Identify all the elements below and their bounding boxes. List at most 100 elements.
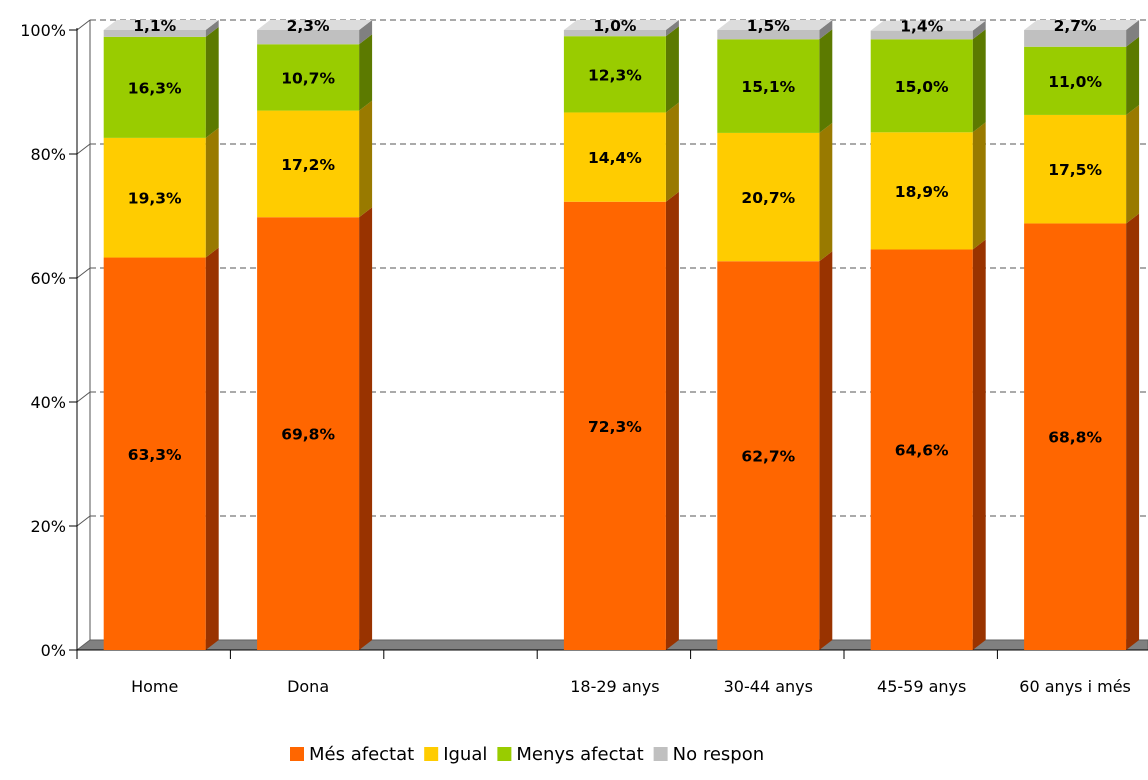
bar-segment-side xyxy=(972,29,986,133)
legend-swatch xyxy=(424,747,439,761)
legend-swatch xyxy=(497,747,512,761)
data-label: 11,0% xyxy=(1048,73,1102,91)
category-label: 18-29 anys xyxy=(570,677,659,696)
data-label: 1,5% xyxy=(747,17,790,35)
bar-segment xyxy=(870,39,973,133)
gridline-diagonal xyxy=(76,391,91,403)
bar-segment-side xyxy=(1126,20,1140,47)
legend: Més afectat Igual Menys afectat No respon xyxy=(290,744,764,765)
bar-segment xyxy=(103,257,206,650)
bar-segment-side xyxy=(819,20,833,40)
bar-segment-side xyxy=(972,122,986,250)
bar-segment xyxy=(1024,30,1127,47)
bar-top xyxy=(870,20,986,31)
data-label: 1,0% xyxy=(593,17,636,35)
data-label: 20,7% xyxy=(741,189,795,207)
bar-segment xyxy=(257,110,360,218)
bar-top xyxy=(717,20,833,30)
bar-segment-side xyxy=(205,26,219,138)
legend-entry: Menys afectat xyxy=(516,744,643,765)
bar-top xyxy=(103,20,219,30)
gridline-diagonal xyxy=(76,267,91,279)
bar-segment xyxy=(1024,46,1127,115)
bar-segment xyxy=(257,44,360,111)
data-label: 14,4% xyxy=(588,149,642,167)
data-label: 10,7% xyxy=(281,69,335,87)
bar-segment-side xyxy=(972,20,986,40)
bar-segment xyxy=(257,217,360,651)
bar-segment xyxy=(1024,114,1127,224)
y-tick-label: 20% xyxy=(30,517,66,536)
data-label: 19,3% xyxy=(128,190,182,208)
data-label: 69,8% xyxy=(281,426,335,444)
gridline-diagonal xyxy=(76,143,91,155)
legend-entry: Més afectat xyxy=(309,744,414,765)
legend-swatch xyxy=(653,747,668,761)
data-label: 2,3% xyxy=(287,17,330,35)
legend-swatch xyxy=(290,747,304,761)
data-label: 15,1% xyxy=(741,78,795,96)
category-label: Dona xyxy=(287,677,329,696)
bar-segment xyxy=(870,132,973,250)
y-tick-label: 40% xyxy=(30,393,66,412)
bar-segment xyxy=(870,30,973,40)
data-label: 12,3% xyxy=(588,66,642,84)
bar-top xyxy=(257,20,373,30)
bar-segment xyxy=(717,30,820,40)
data-label: 64,6% xyxy=(895,442,949,460)
category-label: 45-59 anys xyxy=(877,677,966,696)
bar-segment-side xyxy=(205,20,219,37)
bar-segment-side xyxy=(1126,36,1140,115)
data-label: 62,7% xyxy=(741,448,795,466)
bar-segment-side xyxy=(1126,213,1140,650)
bar-segment xyxy=(870,249,973,651)
category-labels: Home Dona 18-29 anys 30-44 anys 45-59 anys 60… xyxy=(131,677,1131,696)
y-tick-label: 100% xyxy=(20,21,66,40)
bar-segment xyxy=(257,30,360,45)
bar-segment xyxy=(717,261,820,650)
bar-segment xyxy=(103,30,206,37)
bar-top xyxy=(1024,20,1140,30)
bar-segment-side xyxy=(665,20,679,37)
data-label: 63,3% xyxy=(128,446,182,464)
gridline-diagonal xyxy=(76,19,91,31)
data-label: 1,4% xyxy=(900,18,943,36)
bar-segment-side xyxy=(972,239,986,651)
bar-top xyxy=(563,20,679,30)
bar-segment xyxy=(1024,223,1127,650)
bar-segment-side xyxy=(205,247,219,651)
data-label: 68,8% xyxy=(1048,429,1102,447)
category-label: 60 anys i més xyxy=(1019,677,1131,696)
data-labels: 63,3% 19,3% 16,3% 1,1% 69,8% 17,2% 10,7% 2,3% 72… xyxy=(128,17,1103,466)
bar-segment-side xyxy=(665,102,679,202)
bar-segment-side xyxy=(205,127,219,258)
bar-segment-side xyxy=(1126,104,1140,224)
category-label: 30-44 anys xyxy=(724,677,813,696)
axes: 0% 20% 40% 60% 80% 100% xyxy=(20,20,1148,660)
bar-segment xyxy=(563,36,666,113)
gridline-diagonal xyxy=(76,515,91,527)
data-label: 72,3% xyxy=(588,418,642,436)
bar-segment xyxy=(103,137,206,258)
bar-segment-side xyxy=(819,122,833,262)
legend-entry: Igual xyxy=(443,744,487,765)
y-tick-label: 80% xyxy=(30,145,66,164)
y-tick-label: 0% xyxy=(41,641,66,660)
bar-segment-side xyxy=(359,100,373,218)
data-label: 15,0% xyxy=(895,78,949,96)
bar-segment-side xyxy=(665,191,679,651)
data-label: 1,1% xyxy=(133,17,176,35)
bars xyxy=(103,20,1140,651)
bar-segment-side xyxy=(359,207,373,651)
legend-entry: No respon xyxy=(673,744,765,765)
bar-segment xyxy=(717,132,820,262)
y-tick-label: 60% xyxy=(30,269,66,288)
category-label: Home xyxy=(131,677,178,696)
data-label: 17,2% xyxy=(281,156,335,174)
bar-segment-side xyxy=(359,20,373,45)
data-label: 2,7% xyxy=(1054,17,1097,35)
bar-segment-side xyxy=(359,34,373,111)
data-label: 18,9% xyxy=(895,183,949,201)
bar-segment xyxy=(563,30,666,37)
